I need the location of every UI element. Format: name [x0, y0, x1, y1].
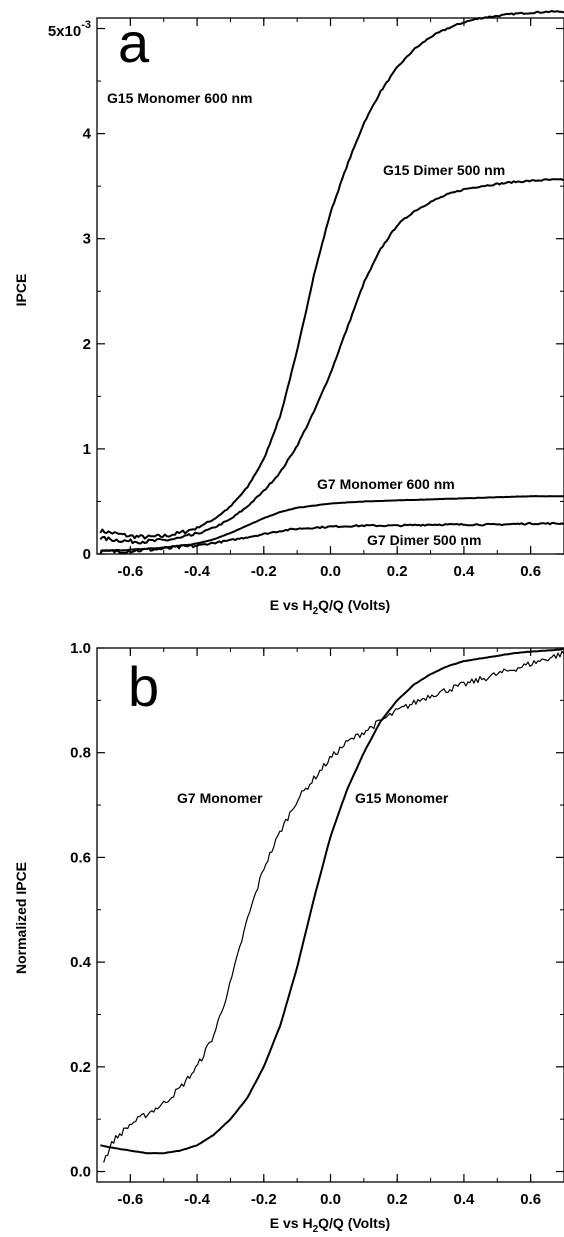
y-tick-label: 0.0 [70, 1164, 91, 1181]
y-tick-label: 1.0 [70, 640, 91, 657]
x-axis-label-b: E vs H2Q/Q (Volts) [270, 1215, 390, 1235]
y-tick-label: 0.8 [70, 745, 91, 762]
x-tick-label: 0.2 [387, 1191, 408, 1208]
y-tick-label: 0.6 [70, 849, 91, 866]
y-axis-top-label-a: 5x10-3 [48, 19, 91, 40]
series-line [99, 178, 564, 545]
series-line [99, 9, 564, 540]
y-tick-label: 0 [83, 546, 91, 563]
y-tick-label: 0.4 [70, 954, 92, 971]
series-line [103, 650, 564, 1163]
x-axis-label-a: E vs H2Q/Q (Volts) [270, 597, 390, 617]
y-tick-label: 0.2 [70, 1059, 91, 1076]
series-line [100, 647, 564, 1155]
y-axis-label-a: IPCE [13, 274, 29, 307]
x-tick-label: 0.4 [453, 563, 475, 580]
series-line [99, 521, 564, 555]
x-tick-label: -0.4 [184, 1191, 211, 1208]
annotation-g7-monomer: G7 Monomer [177, 790, 263, 806]
x-tick-label: -0.2 [251, 563, 277, 580]
y-tick-label: 1 [83, 441, 91, 458]
panel-label-a: a [118, 11, 150, 74]
ticks-a: -0.6 -0.4 -0.2 0.0 0.2 0.4 0.6 0 1 2 3 4 [83, 18, 564, 580]
annotation-g15-monomer: G15 Monomer [355, 790, 449, 806]
curves-b [100, 647, 564, 1163]
ticks-b: -0.6 -0.4 -0.2 0.0 0.2 0.4 0.6 0.0 0.2 0.4 0.6 0.8 1… [70, 640, 564, 1208]
x-tick-label: -0.6 [117, 1191, 143, 1208]
x-tick-label: -0.2 [251, 1191, 277, 1208]
y-axis-label-b: Normalized IPCE [13, 862, 29, 974]
x-tick-label: 0.0 [320, 1191, 341, 1208]
curves-a [99, 9, 564, 555]
panel-label-b: b [128, 655, 159, 718]
y-tick-label: 4 [83, 126, 92, 143]
x-tick-label: 0.6 [520, 1191, 541, 1208]
annotation-g15-dimer-500: G15 Dimer 500 nm [383, 162, 505, 178]
x-tick-label: 0.4 [453, 1191, 475, 1208]
x-tick-label: 0.2 [387, 563, 408, 580]
annotation-g7-monomer-600: G7 Monomer 600 nm [317, 476, 455, 492]
annotation-g15-monomer-600: G15 Monomer 600 nm [107, 90, 253, 106]
panel-b: -0.6 -0.4 -0.2 0.0 0.2 0.4 0.6 0.0 0.2 0.4 0.6 0.8 1… [13, 640, 564, 1235]
x-tick-label: 0.0 [320, 563, 341, 580]
y-tick-label: 3 [83, 231, 91, 248]
y-tick-label: 2 [83, 336, 91, 353]
annotation-g7-dimer-500: G7 Dimer 500 nm [367, 532, 481, 548]
panel-a: -0.6 -0.4 -0.2 0.0 0.2 0.4 0.6 0 1 2 3 4 a IPCE E v… [13, 9, 564, 617]
x-tick-label: -0.6 [117, 563, 143, 580]
x-tick-label: 0.6 [520, 563, 541, 580]
x-tick-label: -0.4 [184, 563, 211, 580]
